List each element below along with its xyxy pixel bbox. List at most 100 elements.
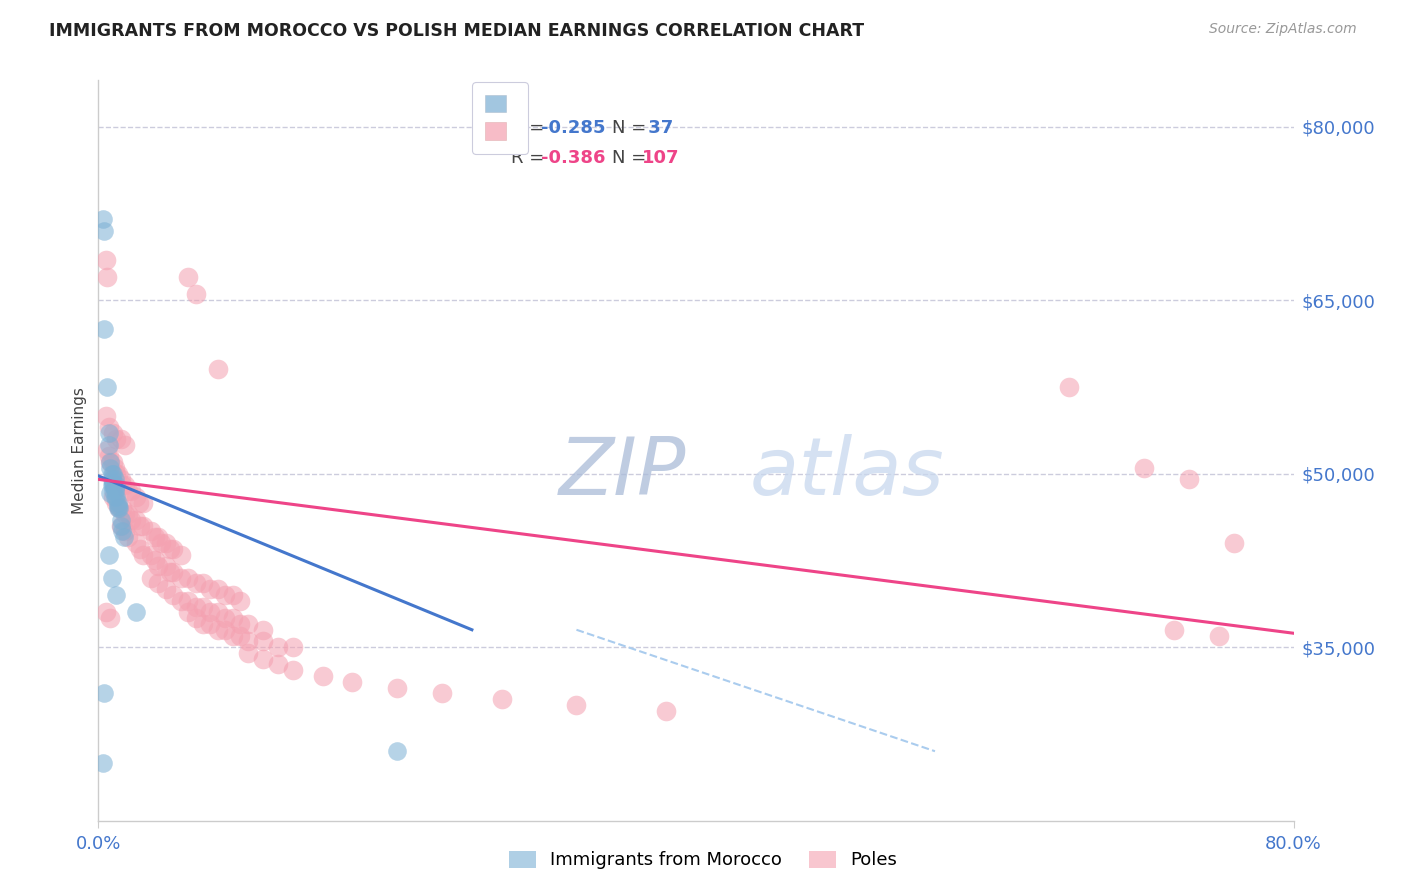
Point <box>103 478 125 492</box>
Point <box>125 490 148 504</box>
Point <box>191 576 214 591</box>
Point <box>96 443 118 458</box>
Point <box>430 686 453 700</box>
Point <box>148 559 170 574</box>
Point <box>94 252 117 267</box>
Point <box>229 617 252 632</box>
Point <box>491 692 513 706</box>
Point <box>207 606 229 620</box>
Point <box>385 744 409 758</box>
Point <box>207 582 229 597</box>
Point <box>184 611 207 625</box>
Point <box>110 518 132 533</box>
Point <box>1163 623 1185 637</box>
Point <box>132 548 155 562</box>
Text: atlas: atlas <box>749 434 945 512</box>
Point <box>191 617 214 632</box>
Legend: Immigrants from Morocco, Poles: Immigrants from Morocco, Poles <box>499 842 907 879</box>
Point <box>129 541 152 556</box>
Point <box>114 524 136 539</box>
Point <box>222 629 245 643</box>
Point <box>103 426 125 441</box>
Point <box>191 599 214 614</box>
Point <box>139 571 162 585</box>
Point <box>155 559 177 574</box>
Point <box>120 483 142 498</box>
Point <box>267 657 290 672</box>
Point <box>98 486 122 500</box>
Point <box>98 460 122 475</box>
Point <box>125 606 148 620</box>
Point <box>214 588 236 602</box>
Point <box>111 478 134 492</box>
Point <box>104 460 127 475</box>
Point <box>155 536 177 550</box>
Point <box>281 663 304 677</box>
Point <box>108 501 131 516</box>
Text: -0.285: -0.285 <box>541 120 605 137</box>
Point <box>1059 380 1081 394</box>
Point <box>159 565 181 579</box>
Point <box>229 629 252 643</box>
Text: N =: N = <box>613 149 652 167</box>
Point <box>1133 460 1156 475</box>
Text: -0.386: -0.386 <box>541 149 605 167</box>
Point <box>103 483 125 498</box>
Point <box>159 541 181 556</box>
Point <box>101 478 124 492</box>
Point <box>177 269 200 284</box>
Point <box>267 640 290 654</box>
Point <box>120 513 142 527</box>
Point <box>107 467 129 481</box>
Point <box>207 623 229 637</box>
Text: Source: ZipAtlas.com: Source: ZipAtlas.com <box>1209 22 1357 37</box>
Point <box>103 455 125 469</box>
Point <box>94 606 117 620</box>
Legend: , : , <box>472 82 527 153</box>
Point <box>162 588 184 602</box>
Text: R =: R = <box>510 149 550 167</box>
Point <box>117 530 139 544</box>
Point <box>281 640 304 654</box>
Point <box>112 530 135 544</box>
Point <box>214 611 236 625</box>
Point <box>96 380 118 394</box>
Point <box>214 623 236 637</box>
Point <box>104 490 127 504</box>
Point <box>169 594 191 608</box>
Point <box>110 518 132 533</box>
Point <box>155 582 177 597</box>
Point <box>98 455 122 469</box>
Point <box>110 472 132 486</box>
Point <box>103 467 125 481</box>
Point <box>169 548 191 562</box>
Point <box>655 704 678 718</box>
Point <box>177 571 200 585</box>
Text: 37: 37 <box>643 120 673 137</box>
Point <box>148 530 170 544</box>
Point <box>94 409 117 423</box>
Point <box>105 467 128 481</box>
Text: IMMIGRANTS FROM MOROCCO VS POLISH MEDIAN EARNINGS CORRELATION CHART: IMMIGRANTS FROM MOROCCO VS POLISH MEDIAN… <box>49 22 865 40</box>
Point <box>132 518 155 533</box>
Point <box>97 438 120 452</box>
Point <box>184 287 207 301</box>
Point <box>150 536 173 550</box>
Point <box>91 212 114 227</box>
Point <box>184 599 207 614</box>
Point <box>1178 472 1201 486</box>
Point <box>97 426 120 441</box>
Point <box>93 322 115 336</box>
Point <box>103 475 125 490</box>
Point <box>132 495 155 509</box>
Point <box>93 686 115 700</box>
Point <box>114 478 136 492</box>
Point <box>184 576 207 591</box>
Point <box>129 518 152 533</box>
Point <box>96 269 118 284</box>
Point <box>1223 536 1246 550</box>
Point <box>91 756 114 770</box>
Point <box>385 681 409 695</box>
Point <box>105 478 128 492</box>
Point <box>236 617 259 632</box>
